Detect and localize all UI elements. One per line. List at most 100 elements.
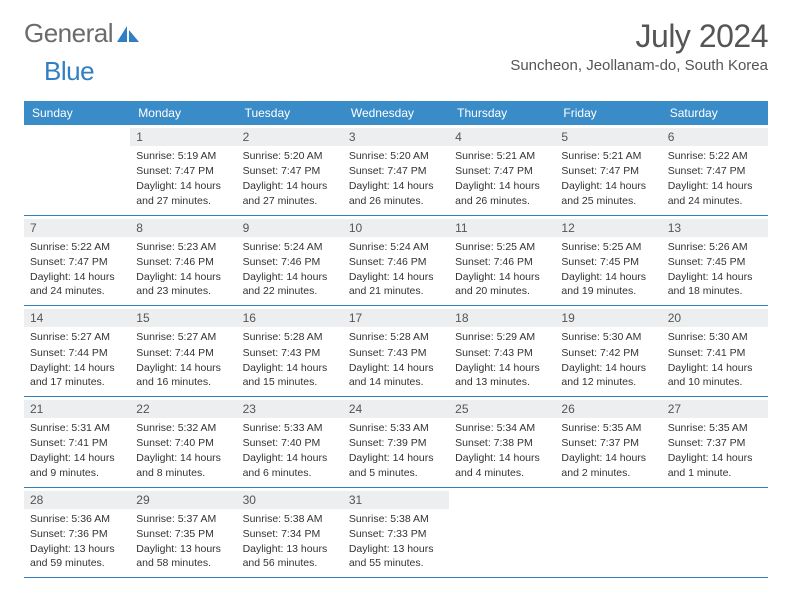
sunrise-text: Sunrise: 5:25 AM — [561, 240, 655, 254]
daylight-text: Daylight: 14 hours and 21 minutes. — [349, 270, 443, 298]
sunrise-text: Sunrise: 5:25 AM — [455, 240, 549, 254]
day-number: 11 — [449, 219, 555, 237]
weeks-container: 1Sunrise: 5:19 AMSunset: 7:47 PMDaylight… — [24, 125, 768, 578]
sunset-text: Sunset: 7:43 PM — [455, 346, 549, 360]
sunset-text: Sunset: 7:35 PM — [136, 527, 230, 541]
sunrise-text: Sunrise: 5:20 AM — [349, 149, 443, 163]
sunrise-text: Sunrise: 5:27 AM — [30, 330, 124, 344]
day-number: 26 — [555, 400, 661, 418]
day-details: Sunrise: 5:32 AMSunset: 7:40 PMDaylight:… — [136, 421, 230, 480]
day-details: Sunrise: 5:22 AMSunset: 7:47 PMDaylight:… — [30, 240, 124, 299]
day-details: Sunrise: 5:35 AMSunset: 7:37 PMDaylight:… — [561, 421, 655, 480]
day-details: Sunrise: 5:28 AMSunset: 7:43 PMDaylight:… — [243, 330, 337, 389]
daylight-text: Daylight: 14 hours and 24 minutes. — [30, 270, 124, 298]
day-number: 6 — [662, 128, 768, 146]
day-number: 19 — [555, 309, 661, 327]
sunset-text: Sunset: 7:46 PM — [349, 255, 443, 269]
day-number: 7 — [24, 219, 130, 237]
day-number: 16 — [237, 309, 343, 327]
day-cell: 21 Sunrise: 5:31 AMSunset: 7:41 PMDayligh… — [24, 397, 130, 487]
sunrise-text: Sunrise: 5:38 AM — [243, 512, 337, 526]
day-cell: 7 Sunrise: 5:22 AMSunset: 7:47 PMDaylight… — [24, 216, 130, 306]
sunrise-text: Sunrise: 5:35 AM — [561, 421, 655, 435]
sunset-text: Sunset: 7:33 PM — [349, 527, 443, 541]
calendar: SundayMondayTuesdayWednesdayThursdayFrid… — [24, 101, 768, 578]
day-details: Sunrise: 5:21 AMSunset: 7:47 PMDaylight:… — [455, 149, 549, 208]
day-number: 21 — [24, 400, 130, 418]
day-details: Sunrise: 5:29 AMSunset: 7:43 PMDaylight:… — [455, 330, 549, 389]
daylight-text: Daylight: 13 hours and 58 minutes. — [136, 542, 230, 570]
weekday-cell: Thursday — [449, 101, 555, 125]
day-number: 9 — [237, 219, 343, 237]
day-number: 29 — [130, 491, 236, 509]
daylight-text: Daylight: 14 hours and 9 minutes. — [30, 451, 124, 479]
day-cell — [555, 488, 661, 578]
sunset-text: Sunset: 7:41 PM — [30, 436, 124, 450]
day-number: 25 — [449, 400, 555, 418]
daylight-text: Daylight: 14 hours and 23 minutes. — [136, 270, 230, 298]
day-details: Sunrise: 5:23 AMSunset: 7:46 PMDaylight:… — [136, 240, 230, 299]
day-cell: 30Sunrise: 5:38 AMSunset: 7:34 PMDayligh… — [237, 488, 343, 578]
day-details: Sunrise: 5:26 AMSunset: 7:45 PMDaylight:… — [668, 240, 762, 299]
sunrise-text: Sunrise: 5:28 AM — [243, 330, 337, 344]
day-details: Sunrise: 5:31 AMSunset: 7:41 PMDaylight:… — [30, 421, 124, 480]
day-cell: 2Sunrise: 5:20 AMSunset: 7:47 PMDaylight… — [237, 125, 343, 215]
day-details: Sunrise: 5:25 AMSunset: 7:46 PMDaylight:… — [455, 240, 549, 299]
day-number: 27 — [662, 400, 768, 418]
day-details: Sunrise: 5:30 AMSunset: 7:42 PMDaylight:… — [561, 330, 655, 389]
day-cell: 19 Sunrise: 5:30 AMSunset: 7:42 PMDayligh… — [555, 306, 661, 396]
sunrise-text: Sunrise: 5:21 AM — [561, 149, 655, 163]
weekday-cell: Wednesday — [343, 101, 449, 125]
day-cell: 25 Sunrise: 5:34 AMSunset: 7:38 PMDayligh… — [449, 397, 555, 487]
title-block: July 2024 Suncheon, Jeollanam-do, South … — [510, 18, 768, 74]
sunset-text: Sunset: 7:45 PM — [668, 255, 762, 269]
weekday-cell: Friday — [555, 101, 661, 125]
day-cell: 4Sunrise: 5:21 AMSunset: 7:47 PMDaylight… — [449, 125, 555, 215]
daylight-text: Daylight: 14 hours and 27 minutes. — [136, 179, 230, 207]
daylight-text: Daylight: 14 hours and 26 minutes. — [455, 179, 549, 207]
day-cell: 11 Sunrise: 5:25 AMSunset: 7:46 PMDayligh… — [449, 216, 555, 306]
sunrise-text: Sunrise: 5:31 AM — [30, 421, 124, 435]
day-details: Sunrise: 5:34 AMSunset: 7:38 PMDaylight:… — [455, 421, 549, 480]
sunset-text: Sunset: 7:34 PM — [243, 527, 337, 541]
day-details: Sunrise: 5:24 AMSunset: 7:46 PMDaylight:… — [243, 240, 337, 299]
sunset-text: Sunset: 7:46 PM — [136, 255, 230, 269]
daylight-text: Daylight: 14 hours and 22 minutes. — [243, 270, 337, 298]
location-text: Suncheon, Jeollanam-do, South Korea — [510, 57, 768, 74]
day-cell: 8Sunrise: 5:23 AMSunset: 7:46 PMDaylight… — [130, 216, 236, 306]
sunset-text: Sunset: 7:47 PM — [243, 164, 337, 178]
daylight-text: Daylight: 14 hours and 16 minutes. — [136, 361, 230, 389]
daylight-text: Daylight: 14 hours and 15 minutes. — [243, 361, 337, 389]
sunset-text: Sunset: 7:47 PM — [668, 164, 762, 178]
day-cell: 14Sunrise: 5:27 AMSunset: 7:44 PMDayligh… — [24, 306, 130, 396]
sunrise-text: Sunrise: 5:26 AM — [668, 240, 762, 254]
sunrise-text: Sunrise: 5:36 AM — [30, 512, 124, 526]
day-number: 10 — [343, 219, 449, 237]
day-number: 13 — [662, 219, 768, 237]
sunset-text: Sunset: 7:45 PM — [561, 255, 655, 269]
day-number: 31 — [343, 491, 449, 509]
daylight-text: Daylight: 14 hours and 20 minutes. — [455, 270, 549, 298]
daylight-text: Daylight: 14 hours and 17 minutes. — [30, 361, 124, 389]
sunset-text: Sunset: 7:40 PM — [136, 436, 230, 450]
sunrise-text: Sunrise: 5:22 AM — [668, 149, 762, 163]
week-row: 21Sunrise: 5:31 AMSunset: 7:41 PMDayligh… — [24, 397, 768, 488]
weekday-cell: Monday — [130, 101, 236, 125]
sunset-text: Sunset: 7:42 PM — [561, 346, 655, 360]
day-details: Sunrise: 5:28 AMSunset: 7:43 PMDaylight:… — [349, 330, 443, 389]
day-details: Sunrise: 5:37 AMSunset: 7:35 PMDaylight:… — [136, 512, 230, 571]
day-number: 5 — [555, 128, 661, 146]
day-cell: 18Sunrise: 5:29 AMSunset: 7:43 PMDayligh… — [449, 306, 555, 396]
day-cell: 17Sunrise: 5:28 AMSunset: 7:43 PMDayligh… — [343, 306, 449, 396]
day-cell: 31Sunrise: 5:38 AMSunset: 7:33 PMDayligh… — [343, 488, 449, 578]
day-cell: 20Sunrise: 5:30 AMSunset: 7:41 PMDayligh… — [662, 306, 768, 396]
sunrise-text: Sunrise: 5:24 AM — [243, 240, 337, 254]
day-number: 15 — [130, 309, 236, 327]
day-number: 12 — [555, 219, 661, 237]
day-cell: 12Sunrise: 5:25 AMSunset: 7:45 PMDayligh… — [555, 216, 661, 306]
daylight-text: Daylight: 14 hours and 4 minutes. — [455, 451, 549, 479]
sunset-text: Sunset: 7:43 PM — [349, 346, 443, 360]
day-number: 30 — [237, 491, 343, 509]
sunset-text: Sunset: 7:44 PM — [136, 346, 230, 360]
weekday-cell: Sunday — [24, 101, 130, 125]
